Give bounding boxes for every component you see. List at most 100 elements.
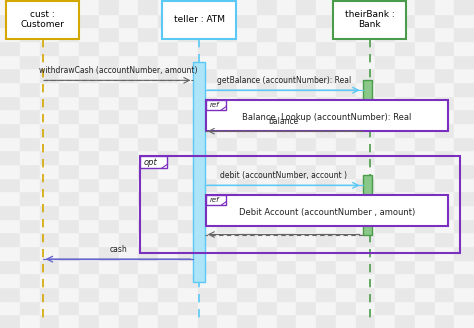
Bar: [276, 219, 296, 232]
Bar: [375, 82, 395, 96]
Bar: [336, 246, 356, 260]
Bar: [296, 301, 316, 314]
Bar: [59, 123, 79, 137]
Bar: [375, 191, 395, 205]
Bar: [39, 55, 59, 68]
Bar: [336, 164, 356, 178]
Bar: [79, 41, 99, 55]
Bar: [257, 82, 276, 96]
Bar: [198, 0, 217, 14]
Bar: [454, 109, 474, 123]
Bar: [118, 14, 138, 27]
Bar: [178, 55, 198, 68]
Bar: [158, 14, 178, 27]
Bar: [118, 301, 138, 314]
Bar: [356, 191, 375, 205]
Bar: [395, 96, 415, 109]
Bar: [435, 314, 454, 328]
Bar: [415, 205, 435, 219]
Bar: [138, 27, 158, 41]
Bar: [198, 82, 217, 96]
Bar: [316, 68, 336, 82]
Bar: [375, 205, 395, 219]
Bar: [257, 178, 276, 191]
Bar: [316, 246, 336, 260]
Bar: [59, 273, 79, 287]
Bar: [375, 287, 395, 301]
Bar: [198, 150, 217, 164]
Bar: [138, 260, 158, 273]
Bar: [375, 96, 395, 109]
Bar: [237, 287, 257, 301]
Bar: [296, 191, 316, 205]
Bar: [336, 150, 356, 164]
Bar: [0, 123, 20, 137]
Bar: [138, 178, 158, 191]
Bar: [415, 246, 435, 260]
Bar: [198, 123, 217, 137]
Bar: [336, 0, 356, 14]
Bar: [276, 287, 296, 301]
Bar: [356, 14, 375, 27]
Bar: [158, 150, 178, 164]
Bar: [237, 246, 257, 260]
Bar: [257, 314, 276, 328]
Bar: [39, 164, 59, 178]
Text: ref: ref: [210, 197, 219, 203]
Bar: [39, 301, 59, 314]
Bar: [356, 150, 375, 164]
Bar: [118, 232, 138, 246]
Bar: [454, 232, 474, 246]
Bar: [20, 205, 39, 219]
Bar: [296, 68, 316, 82]
Bar: [178, 191, 198, 205]
Bar: [217, 82, 237, 96]
Bar: [257, 219, 276, 232]
Bar: [316, 109, 336, 123]
Bar: [395, 41, 415, 55]
Bar: [79, 55, 99, 68]
Bar: [257, 41, 276, 55]
Bar: [158, 109, 178, 123]
Bar: [138, 123, 158, 137]
Bar: [276, 82, 296, 96]
Bar: [316, 27, 336, 41]
Bar: [454, 27, 474, 41]
Text: balance: balance: [269, 117, 299, 126]
Bar: [375, 41, 395, 55]
Bar: [415, 82, 435, 96]
Bar: [59, 41, 79, 55]
Bar: [158, 246, 178, 260]
Bar: [0, 178, 20, 191]
Bar: [375, 150, 395, 164]
Bar: [454, 55, 474, 68]
Bar: [59, 109, 79, 123]
Bar: [296, 123, 316, 137]
Bar: [59, 246, 79, 260]
Bar: [336, 96, 356, 109]
Bar: [395, 232, 415, 246]
Bar: [296, 137, 316, 150]
Bar: [296, 82, 316, 96]
Bar: [336, 55, 356, 68]
Bar: [158, 232, 178, 246]
Bar: [99, 219, 118, 232]
Bar: [454, 178, 474, 191]
Bar: [198, 164, 217, 178]
Bar: [79, 137, 99, 150]
Bar: [158, 27, 178, 41]
Bar: [20, 0, 39, 14]
Bar: [356, 109, 375, 123]
Bar: [198, 314, 217, 328]
Bar: [178, 96, 198, 109]
Bar: [59, 205, 79, 219]
Bar: [158, 287, 178, 301]
Bar: [118, 314, 138, 328]
Bar: [415, 287, 435, 301]
Bar: [276, 191, 296, 205]
Bar: [59, 219, 79, 232]
Bar: [39, 191, 59, 205]
Bar: [99, 205, 118, 219]
Bar: [276, 178, 296, 191]
Bar: [395, 273, 415, 287]
